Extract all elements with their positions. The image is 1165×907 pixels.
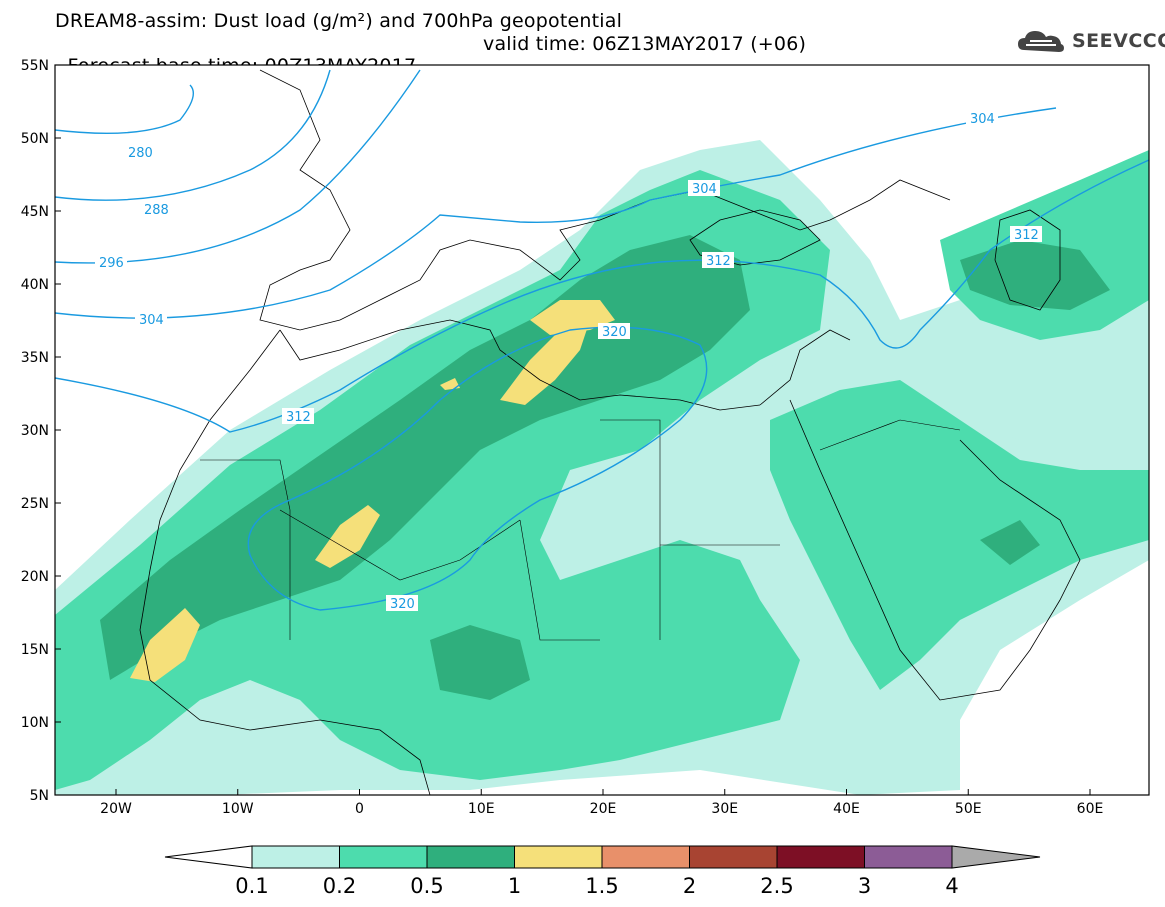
svg-text:304: 304 <box>970 112 995 127</box>
lat-label: 40N <box>21 277 49 293</box>
contour-label-280: 280 <box>124 144 156 161</box>
contour-label-320-south: 320 <box>386 595 418 612</box>
coastline-north-africa <box>279 319 761 411</box>
colorbar: 0.1 0.2 0.5 1 1.5 2 2.5 3 4 <box>164 845 1041 898</box>
svg-text:312: 312 <box>1014 228 1039 243</box>
latitude-axis: 55N 50N 45N 40N 35N 30N 25N 20N 15N 10N 5N <box>21 58 61 804</box>
dust-level-0.5-region-3 <box>960 240 1110 310</box>
lat-label: 15N <box>21 642 49 658</box>
lat-label: 55N <box>21 58 49 74</box>
contour-label-320-north: 320 <box>598 323 630 340</box>
seevccc-logo: SEEVCCC <box>1016 26 1165 56</box>
colorbar-segment <box>776 845 865 869</box>
lat-label: 10N <box>21 715 49 731</box>
colorbar-label: 1.5 <box>585 874 618 898</box>
colorbar-label: 2.5 <box>760 874 793 898</box>
colorbar-label: 2 <box>683 874 696 898</box>
lon-label: 30E <box>711 801 738 817</box>
dust-level-1-region-4 <box>130 608 200 682</box>
dust-level-1-region <box>500 320 590 405</box>
colorbar-segment <box>514 845 603 869</box>
dust-shading <box>55 140 1149 795</box>
dust-level-0.5-region-4 <box>980 520 1040 565</box>
chart-title: DREAM8-assim: Dust load (g/m²) and 700hP… <box>55 10 623 32</box>
contour-label-312: 312 <box>282 408 314 425</box>
colorbar-segment <box>864 845 953 869</box>
cloud-icon <box>1018 31 1064 52</box>
dust-level-0.5-region <box>100 235 750 680</box>
svg-text:288: 288 <box>144 203 169 218</box>
lat-label: 20N <box>21 569 49 585</box>
svg-text:312: 312 <box>286 410 311 425</box>
contour-label-304-balkan: 304 <box>688 180 720 197</box>
colorbar-label: 0.2 <box>323 874 356 898</box>
lon-label: 60E <box>1077 801 1104 817</box>
lat-label: 30N <box>21 423 49 439</box>
colorbar-label: 0.1 <box>235 874 268 898</box>
lon-label: 10W <box>222 801 254 817</box>
svg-text:280: 280 <box>128 146 153 161</box>
colorbar-segment <box>251 845 340 869</box>
contour-label-312-east: 312 <box>1010 226 1042 243</box>
lon-label: 0 <box>355 801 364 817</box>
colorbar-label: 4 <box>945 874 958 898</box>
dust-level-1-region-2 <box>530 300 615 335</box>
contour-label-288: 288 <box>140 201 172 218</box>
geopotential-contours <box>55 69 1149 611</box>
contour-296 <box>55 69 421 264</box>
colorbar-under-triangle <box>164 845 253 869</box>
lon-label: 10E <box>468 801 495 817</box>
border-lines <box>200 419 961 641</box>
colorbar-segment <box>601 845 690 869</box>
svg-text:320: 320 <box>390 597 415 612</box>
contour-label-304-east: 304 <box>966 110 998 127</box>
dust-level-1-region-5 <box>440 378 460 390</box>
svg-text:304: 304 <box>139 313 164 328</box>
lat-label: 50N <box>21 131 49 147</box>
lon-label: 40E <box>833 801 860 817</box>
logo-text: SEEVCCC <box>1072 30 1165 52</box>
lat-label: 5N <box>30 788 49 804</box>
dust-level-0.2-region-2 <box>770 380 1149 690</box>
contour-288 <box>55 69 331 201</box>
coastlines <box>139 69 1081 795</box>
lon-label: 20W <box>100 801 132 817</box>
colorbar-over-triangle <box>951 845 1041 869</box>
colorbar-label: 0.5 <box>410 874 443 898</box>
colorbar-segment <box>426 845 515 869</box>
dust-level-1-region-3 <box>315 505 380 568</box>
colorbar-segment <box>339 845 428 869</box>
coastline-west-africa <box>139 329 431 795</box>
dust-level-0.5-region-2 <box>430 625 530 700</box>
contour-label-304: 304 <box>135 311 167 328</box>
contour-label-296: 296 <box>95 254 127 271</box>
contour-320 <box>247 326 708 611</box>
lat-label: 45N <box>21 204 49 220</box>
longitude-axis: 20W 10W 0 10E 20E 30E 40E 50E 60E <box>100 789 1103 817</box>
svg-text:296: 296 <box>99 256 124 271</box>
lat-label: 25N <box>21 496 49 512</box>
svg-text:304: 304 <box>692 182 717 197</box>
contour-280 <box>55 84 194 135</box>
colorbar-label: 1 <box>508 874 521 898</box>
lat-label: 35N <box>21 350 49 366</box>
contour-312-west <box>55 159 1149 433</box>
coastline-europe <box>259 69 951 331</box>
contour-labels: 280 288 296 304 312 320 320 304 304 312 … <box>95 110 1042 612</box>
lon-label: 20E <box>590 801 617 817</box>
lon-label: 50E <box>955 801 982 817</box>
contour-label-312-greece: 312 <box>702 252 734 269</box>
contour-304-west <box>55 107 1057 319</box>
colorbar-segment <box>689 845 778 869</box>
colorbar-label: 3 <box>858 874 871 898</box>
coastline-caspian <box>994 209 1061 311</box>
valid-time: valid time: 06Z13MAY2017 (+06) <box>483 33 807 55</box>
svg-text:312: 312 <box>706 254 731 269</box>
coastline-levant-redsea <box>759 329 1081 701</box>
svg-text:320: 320 <box>602 325 627 340</box>
